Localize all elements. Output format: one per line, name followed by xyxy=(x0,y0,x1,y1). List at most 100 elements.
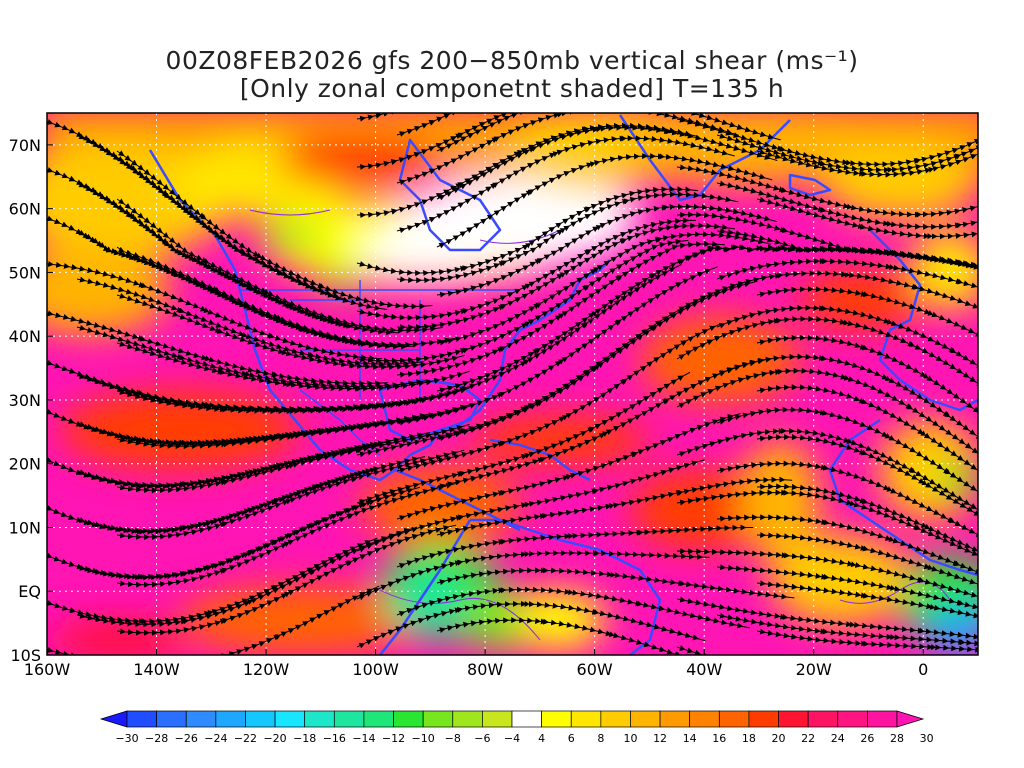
streamline-arrowhead xyxy=(858,397,865,404)
streamline-arrowhead xyxy=(143,169,150,175)
streamline-arrowhead xyxy=(277,270,284,276)
streamline-arrowhead xyxy=(268,332,275,339)
streamline-arrowhead xyxy=(428,395,435,402)
streamline-arrowhead xyxy=(991,339,997,344)
colorbar-swatch xyxy=(630,710,661,728)
streamline-arrowhead xyxy=(458,428,465,435)
streamline-arrowhead xyxy=(211,285,218,292)
colorbar-swatch xyxy=(570,710,602,728)
streamline-arrowhead xyxy=(791,384,797,391)
colorbar-swatch xyxy=(600,710,631,728)
streamline-arrowhead xyxy=(428,216,435,223)
colorbar-label: −28 xyxy=(145,732,168,745)
streamline-arrowhead xyxy=(428,412,435,419)
lat-tick-label: 20N xyxy=(9,455,41,474)
streamline-arrowhead xyxy=(466,227,473,233)
streamline-arrowhead xyxy=(498,261,505,267)
streamline-arrowhead xyxy=(524,551,530,558)
streamline-arrowhead xyxy=(914,524,921,531)
streamline-arrowhead xyxy=(391,313,397,320)
colorbar-label: −18 xyxy=(293,732,316,745)
streamline-arrowhead xyxy=(708,246,715,253)
streamline-arrowhead xyxy=(466,180,473,186)
streamline-arrowhead xyxy=(290,408,296,415)
streamline-arrowhead xyxy=(989,636,994,642)
streamline-arrowhead xyxy=(326,333,332,340)
streamline-arrowhead xyxy=(162,191,168,197)
colorbar-swatch xyxy=(422,710,454,728)
colorbar-swatch xyxy=(511,710,542,728)
streamline-arrowhead xyxy=(350,362,356,369)
streamline-arrowhead xyxy=(259,310,266,316)
streamline-arrowhead xyxy=(151,581,157,588)
streamline-arrowhead xyxy=(313,484,319,490)
streamline-arrowhead xyxy=(791,583,797,590)
streamline-arrowhead xyxy=(781,552,787,559)
colorbar-label: 28 xyxy=(890,732,904,745)
streamline-arrowhead xyxy=(608,503,615,509)
streamline-arrowhead xyxy=(774,272,781,279)
streamline-arrowhead xyxy=(497,441,504,448)
streamline-arrowhead xyxy=(819,409,826,416)
colorbar-swatch xyxy=(659,710,691,728)
streamline-arrowhead xyxy=(176,306,182,313)
colorbar-label: −4 xyxy=(504,732,520,745)
streamline-arrowhead xyxy=(860,545,866,551)
streamline-arrowhead xyxy=(387,401,393,408)
streamline-arrowhead xyxy=(493,92,499,98)
streamline-arrowhead xyxy=(621,135,627,142)
streamline-arrowhead xyxy=(205,479,212,485)
streamline-arrowhead xyxy=(179,439,185,446)
streamline-arrowhead xyxy=(110,571,117,578)
streamline-arrowhead xyxy=(281,349,288,356)
streamline-arrowhead xyxy=(137,528,143,535)
streamline-arrowhead xyxy=(821,573,827,580)
streamline-arrowhead xyxy=(1002,452,1008,457)
colorbar-label: −30 xyxy=(115,732,138,745)
streamline-arrowhead xyxy=(589,90,594,96)
streamline-arrowhead xyxy=(733,145,739,151)
streamline-arrowhead xyxy=(272,584,279,591)
streamline-arrowhead xyxy=(105,246,112,252)
streamline-arrowhead xyxy=(979,306,985,312)
lon-tick-label: 60W xyxy=(577,660,613,679)
streamline-arrowhead xyxy=(459,386,466,393)
streamline-arrowhead xyxy=(359,405,366,412)
lat-tick-label: 40N xyxy=(9,327,41,346)
streamline-arrowhead xyxy=(558,313,564,319)
colorbar-swatch xyxy=(896,710,925,728)
streamline-arrowhead xyxy=(630,77,636,83)
streamline-arrowhead xyxy=(568,533,574,540)
streamline-arrowhead xyxy=(460,308,466,315)
streamline-arrowhead xyxy=(319,283,325,289)
streamline-arrowhead xyxy=(217,368,223,375)
streamline-arrowhead xyxy=(290,433,296,440)
streamline-arrowhead xyxy=(247,284,254,291)
streamline-arrowhead xyxy=(105,197,112,204)
streamline-arrowhead xyxy=(557,113,563,118)
streamline-arrowhead xyxy=(679,242,686,249)
streamline-arrowhead xyxy=(283,541,290,548)
streamline-arrowhead xyxy=(652,187,659,194)
streamline-arrowhead xyxy=(589,161,596,168)
streamline-arrowhead xyxy=(534,259,541,265)
streamline-arrowhead xyxy=(460,348,466,354)
streamline-arrowhead xyxy=(524,452,531,459)
streamline-arrowhead xyxy=(994,587,1000,593)
streamline-arrowhead xyxy=(412,341,419,348)
streamline-arrowhead xyxy=(302,280,309,286)
streamline-arrowhead xyxy=(537,457,544,464)
lat-tick-label: EQ xyxy=(18,582,41,601)
streamline-arrowhead xyxy=(638,529,644,536)
streamline-arrowhead xyxy=(234,299,241,306)
streamline-arrowhead xyxy=(524,283,531,290)
streamline-arrowhead xyxy=(105,149,112,156)
streamline-arrowhead xyxy=(498,587,504,594)
streamline-arrowhead xyxy=(860,640,867,647)
streamline-arrowhead xyxy=(378,360,384,367)
streamline-arrowhead xyxy=(391,208,397,215)
colorbar-label: −24 xyxy=(204,732,227,745)
streamline-arrowhead xyxy=(886,486,893,492)
streamline-arrowhead xyxy=(789,205,796,212)
streamline-arrowhead xyxy=(957,278,963,285)
